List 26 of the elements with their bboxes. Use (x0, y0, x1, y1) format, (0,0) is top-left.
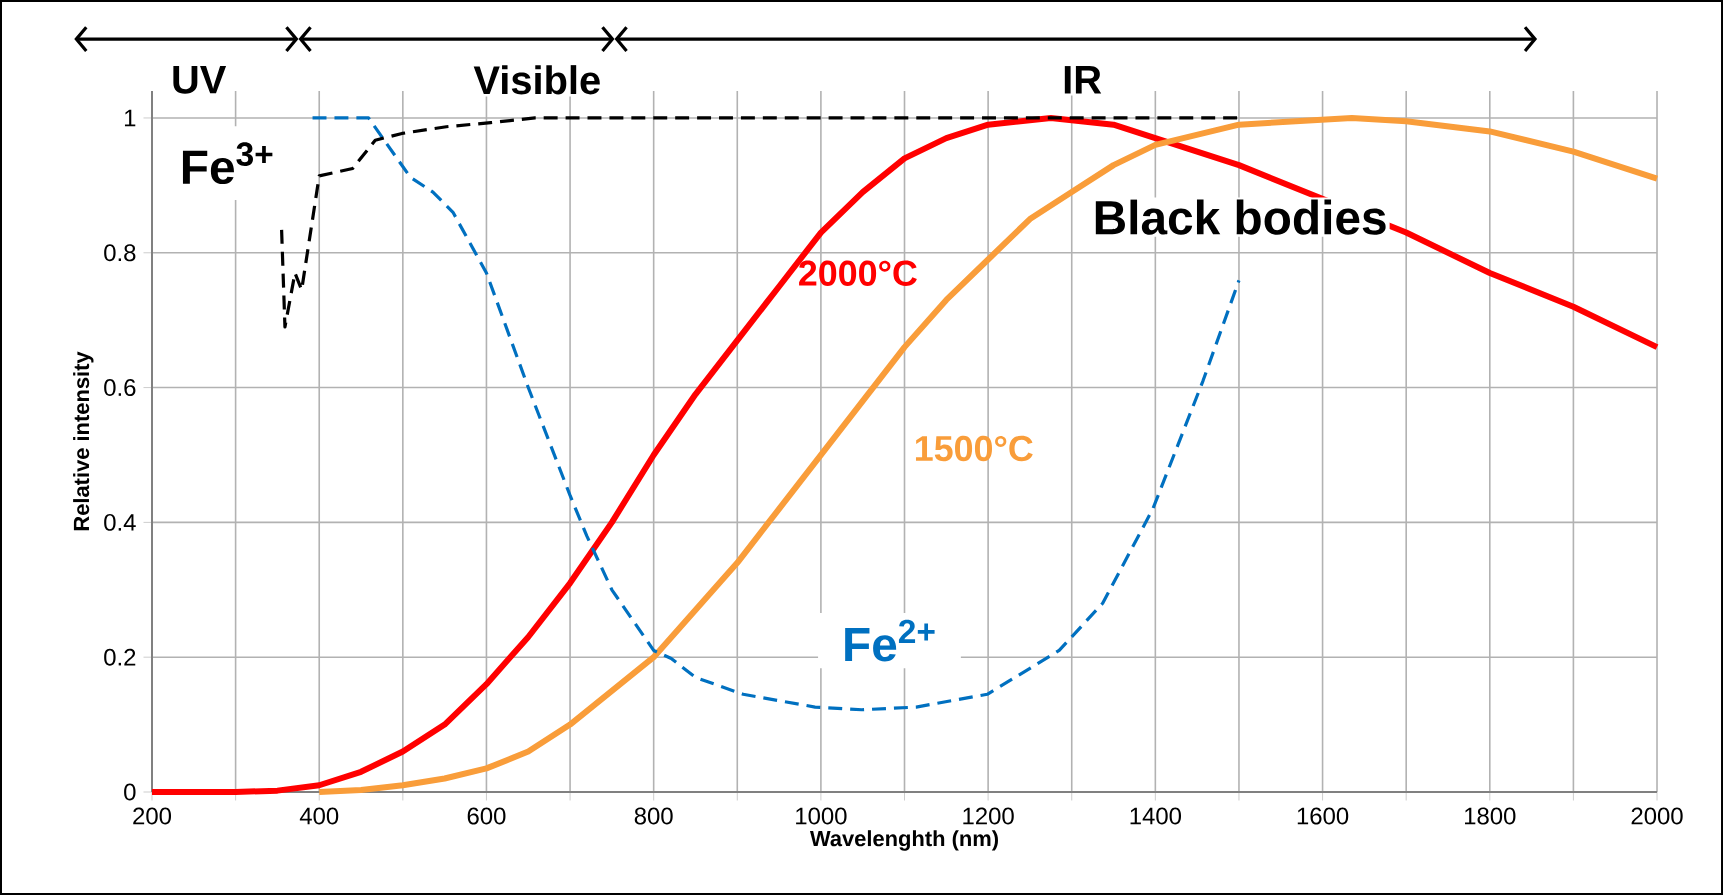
series-label: 2000°C (799, 260, 917, 286)
x-axis-title: Wavelenghth (nm) (809, 830, 998, 851)
y-tick-label: 0 (124, 783, 136, 801)
annotation: Visible (473, 65, 600, 95)
x-tick-label: 1400 (1130, 807, 1182, 825)
x-tick-label: 1000 (796, 807, 847, 825)
series-label: Fe$^{3+}$ (182, 142, 273, 185)
annotation: IR (1064, 66, 1102, 94)
y-axis-title: Relative intensity (73, 351, 94, 531)
x-tick-label: 1200 (963, 807, 1014, 825)
y-tick-label: 1 (124, 109, 136, 127)
annotation: Black bodies (1095, 199, 1386, 235)
x-tick-label: 400 (299, 807, 339, 825)
x-tick-label: 600 (467, 807, 506, 825)
x-tick-label: 1600 (1297, 807, 1349, 825)
y-tick-label: 0.2 (104, 648, 136, 666)
y-tick-label: 0.8 (104, 244, 136, 262)
y-tick-label: 0.4 (104, 513, 136, 531)
series-label: 1500°C (915, 435, 1033, 462)
y-tick-label: 0.6 (104, 379, 136, 397)
series-label: Fe$^{2+}$ (845, 619, 935, 662)
x-tick-label: 800 (634, 807, 673, 825)
x-tick-label: 200 (133, 807, 172, 825)
x-tick-label: 2000 (1631, 807, 1683, 825)
x-tick-label: 1800 (1465, 807, 1516, 825)
annotation: UV (173, 65, 227, 94)
